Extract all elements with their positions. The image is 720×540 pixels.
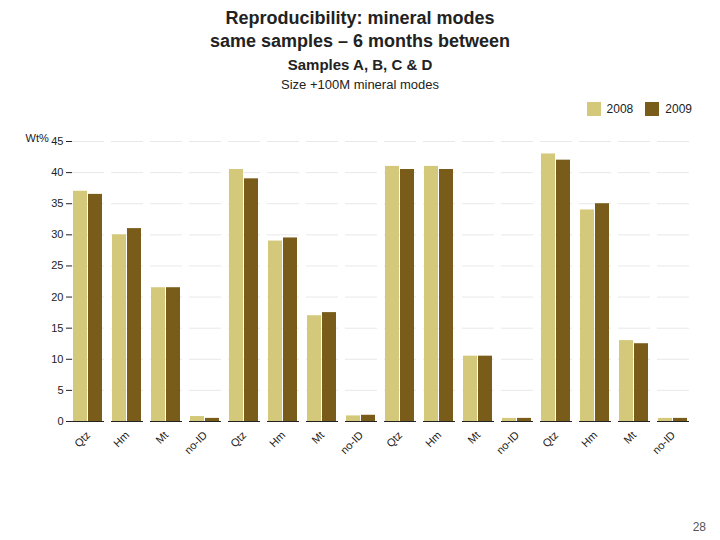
svg-text:5: 5	[57, 384, 63, 396]
html-text:2008: 2008	[606, 101, 634, 116]
svg-text:Qtz: Qtz	[228, 429, 249, 450]
svg-text:25: 25	[51, 259, 63, 271]
html-text:Size +100M mineral modes: Size +100M mineral modes	[281, 77, 439, 92]
svg-text:Qtz: Qtz	[540, 429, 561, 450]
svg-text:Mt: Mt	[309, 429, 326, 446]
svg-text:no-ID: no-ID	[338, 429, 366, 457]
svg-text:10: 10	[51, 353, 63, 365]
svg-text:30: 30	[51, 228, 63, 240]
svg-text:Hm: Hm	[111, 429, 132, 450]
svg-text:45: 45	[51, 135, 63, 147]
svg-text:Hm: Hm	[267, 429, 288, 450]
svg-text:Mt: Mt	[153, 429, 170, 446]
html-text:28: 28	[692, 520, 706, 534]
svg-text:35: 35	[51, 197, 63, 209]
html-text:2009: 2009	[665, 101, 692, 116]
svg-text:40: 40	[51, 166, 63, 178]
svg-text:no-ID: no-ID	[650, 429, 678, 457]
svg-text:Qtz: Qtz	[72, 429, 93, 450]
svg-text:20: 20	[51, 291, 63, 303]
svg-text:Mt: Mt	[465, 429, 482, 446]
html-text:Reproducibility: mineral modes: Reproducibility: mineral modes	[225, 8, 495, 28]
svg-text:Qtz: Qtz	[384, 429, 405, 450]
svg-text:0: 0	[57, 415, 63, 427]
svg-text:Hm: Hm	[579, 429, 600, 450]
svg-text:Hm: Hm	[423, 429, 444, 450]
svg-text:Wt%: Wt%	[26, 132, 49, 144]
svg-text:Mt: Mt	[621, 429, 638, 446]
svg-text:no-ID: no-ID	[494, 429, 522, 457]
svg-text:no-ID: no-ID	[182, 429, 210, 457]
html-text:Samples A, B, C & D: Samples A, B, C & D	[287, 56, 433, 73]
html-text:same samples – 6 months betwee: same samples – 6 months between	[209, 31, 511, 51]
svg-text:15: 15	[51, 322, 63, 334]
